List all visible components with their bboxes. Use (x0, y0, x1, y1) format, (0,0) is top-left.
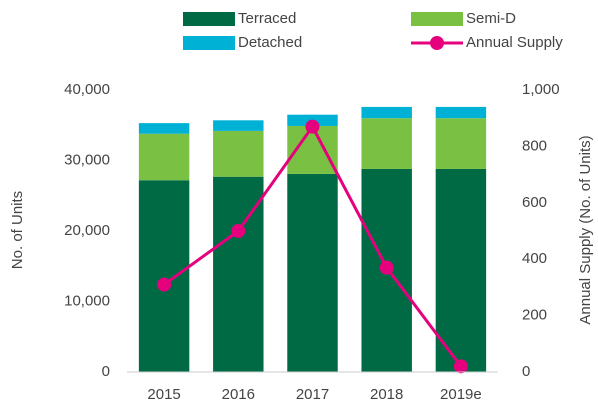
x-tick-label: 2017 (296, 386, 329, 403)
y-axis-title: No. of Units (9, 191, 26, 269)
bar (287, 173, 338, 372)
legend-swatch (411, 12, 463, 26)
bar (213, 130, 264, 177)
x-tick-label: 2015 (147, 386, 180, 403)
legend-label: Detached (238, 34, 302, 51)
bar (435, 118, 487, 169)
legend-label: Semi-D (466, 10, 516, 27)
y2-tick-label: 0 (522, 363, 530, 380)
y2-axis-title: Annual Supply (No. of Units) (577, 135, 594, 324)
bar (361, 118, 412, 169)
y-tick-label: 10,000 (64, 292, 110, 309)
x-tick-label: 2016 (222, 386, 255, 403)
y2-tick-label: 1,000 (522, 81, 560, 98)
bar (435, 168, 487, 372)
y2-tick-label: 800 (522, 137, 547, 154)
bar (213, 120, 264, 131)
legend-swatch (183, 12, 235, 26)
bar (361, 106, 412, 119)
y-tick-label: 0 (102, 363, 110, 380)
y2-tick-label: 600 (522, 194, 547, 211)
line-point (305, 119, 320, 134)
bar (435, 106, 487, 119)
y2-tick-label: 400 (522, 250, 547, 267)
bar (138, 133, 190, 181)
line-point (157, 277, 172, 292)
legend-label: Terraced (238, 10, 296, 27)
line-point (453, 359, 468, 374)
legend-swatch (183, 36, 235, 50)
y-tick-label: 40,000 (64, 81, 110, 98)
y-tick-label: 30,000 (64, 151, 110, 168)
y2-tick-label: 200 (522, 307, 547, 324)
x-tick-label: 2018 (370, 386, 403, 403)
bar (138, 123, 190, 134)
x-tick-label: 2019e (440, 386, 482, 403)
bar (138, 180, 190, 372)
legend-marker (430, 36, 444, 50)
legend-label: Annual Supply (466, 34, 563, 51)
line-point (231, 224, 246, 238)
line-point (379, 260, 394, 275)
y-tick-label: 20,000 (64, 222, 110, 239)
